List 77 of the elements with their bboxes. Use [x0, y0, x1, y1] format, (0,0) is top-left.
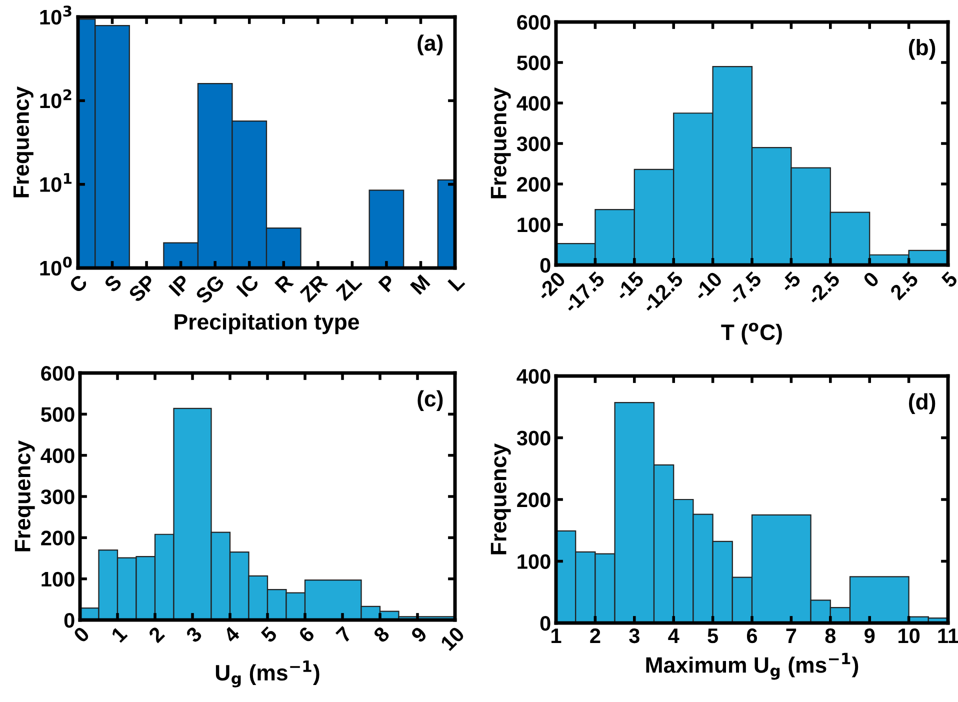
y-tick-label: 600: [517, 15, 550, 30]
annotation: (b): [908, 39, 936, 60]
x-tick-label: -10: [692, 270, 724, 302]
x-tick-label: 4: [668, 628, 680, 643]
y-tick-label: 200: [517, 177, 550, 192]
y-tick-label: 400: [40, 448, 74, 464]
x-tick-label: 2: [590, 628, 600, 643]
y-axis-title: Frequency: [14, 86, 34, 198]
y-tick-label: 100: [42, 572, 74, 587]
x-tick-label: -2.5: [806, 270, 841, 306]
y-tick-label: 300: [516, 136, 550, 152]
x-tick-label: C: [68, 274, 88, 294]
x-axis-title: U$_{g}$ (ms$^{−1}$): [216, 660, 320, 688]
x-tick-label: 0: [862, 270, 880, 288]
x-tick-label: 7: [786, 628, 796, 643]
y-tick-label: 300: [40, 490, 74, 504]
y-tick-label: 500: [517, 56, 550, 70]
x-tick-label: 3: [629, 628, 640, 644]
y-tick-label: 300: [516, 430, 550, 446]
y-tick-label: 0: [64, 613, 74, 628]
x-tick-label: 11: [938, 628, 958, 643]
x-tick-label: 6: [746, 628, 758, 644]
x-tick-label: 9: [864, 628, 875, 644]
x-tick-label: 1: [552, 628, 562, 643]
x-tick-label: 2.5: [889, 270, 920, 301]
x-tick-label: -7.5: [728, 270, 762, 306]
x-tick-label: 5: [260, 626, 278, 644]
x-axis-title: Precipitation type: [174, 313, 359, 334]
x-tick-label: 7: [335, 626, 353, 644]
x-tick-label: SG: [194, 274, 225, 305]
x-tick-label: 10: [440, 626, 466, 652]
x-tick-label: 9: [410, 626, 428, 644]
y-tick-label: 10$^{1}$: [40, 173, 72, 192]
y-tick-label: 0: [540, 258, 550, 273]
y-tick-label: 600: [41, 366, 74, 381]
x-tick-label: 0: [72, 626, 90, 644]
x-tick-label: -15: [614, 270, 645, 302]
y-tick-label: 0: [540, 616, 550, 631]
y-tick-label: 10$^{0}$: [40, 256, 72, 276]
x-tick-label: P: [378, 274, 397, 292]
x-tick-label: 5: [940, 270, 958, 288]
x-tick-label: 8: [825, 628, 836, 644]
x-tick-label: 1: [110, 626, 128, 643]
x-tick-label: S: [103, 274, 123, 294]
x-tick-label: M: [410, 274, 430, 295]
x-tick-label: 8: [372, 626, 390, 644]
y-tick-label: 100: [518, 218, 550, 232]
annotation: (a): [418, 34, 443, 56]
x-tick-label: R: [274, 274, 294, 294]
x-tick-label: IC: [236, 274, 260, 298]
x-tick-label: SP: [128, 274, 157, 303]
y-tick-label: 10$^{3}$: [40, 6, 72, 25]
y-tick-label: 400: [516, 369, 550, 384]
y-tick-label: 400: [516, 96, 550, 111]
x-tick-label: 4: [222, 625, 241, 644]
y-tick-label: 200: [41, 530, 74, 546]
x-tick-label: 10: [898, 628, 920, 644]
y-tick-label: 200: [517, 492, 550, 508]
x-tick-label: ZL: [335, 274, 362, 302]
x-tick-label: L: [448, 274, 466, 292]
x-tick-label: 2: [148, 626, 166, 644]
x-tick-label: -5: [779, 270, 802, 294]
y-tick-label: 10$^{2}$: [40, 89, 72, 108]
x-tick-label: ZR: [299, 274, 328, 303]
x-tick-label: 6: [298, 626, 316, 644]
y-tick-label: 100: [518, 554, 550, 570]
annotation: (c): [418, 390, 443, 412]
x-tick-label: IP: [168, 274, 191, 296]
x-axis-title: Maximum U$_{g}$ (ms$^{−1}$): [646, 652, 858, 680]
y-axis-title: Frequency: [490, 87, 511, 198]
y-tick-label: 500: [41, 407, 74, 422]
y-axis-title: Frequency: [14, 440, 35, 552]
x-tick-label: 3: [185, 626, 203, 644]
annotation: (d): [908, 393, 936, 414]
x-axis-title: T ($^{o}$C): [721, 322, 782, 345]
x-tick-label: 5: [708, 628, 718, 644]
y-axis-title: Frequency: [490, 443, 511, 554]
